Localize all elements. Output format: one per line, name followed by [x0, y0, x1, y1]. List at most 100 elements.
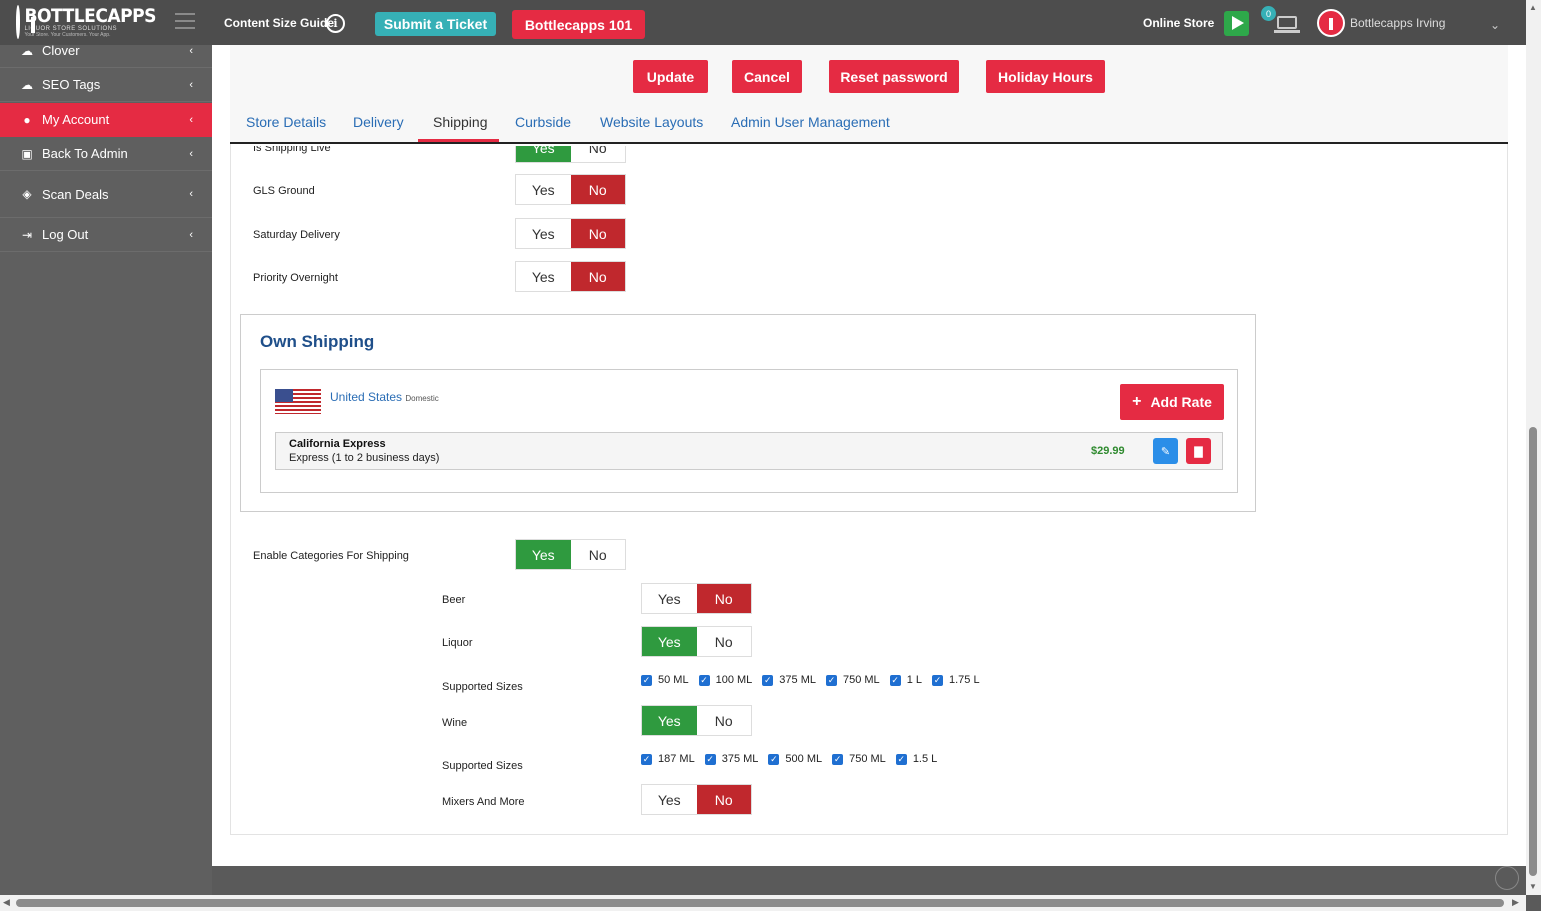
yes-option[interactable]: Yes	[516, 262, 571, 291]
admin-icon: ▣	[21, 146, 33, 161]
vertical-scrollbar[interactable]: ▲ ▼	[1526, 0, 1541, 895]
checkbox-checked-icon[interactable]: ✓	[895, 753, 907, 765]
checkbox-checked-icon[interactable]: ✓	[762, 674, 774, 686]
chevron-down-icon[interactable]: ⌄	[1490, 18, 1501, 32]
size-checkbox[interactable]: ✓ 1 L	[889, 674, 922, 686]
size-checkbox[interactable]: ✓ 1.5 L	[895, 753, 938, 765]
size-checkbox[interactable]: ✓ 187 ML	[641, 753, 695, 765]
priority-overnight-toggle[interactable]: Yes No	[515, 261, 626, 292]
no-option[interactable]: No	[570, 262, 625, 291]
size-checkbox[interactable]: ✓ 100 ML	[698, 674, 753, 686]
tab-delivery[interactable]: Delivery	[353, 114, 404, 130]
content-size-guide[interactable]: Content Size Guide	[224, 16, 335, 30]
yes-option[interactable]: Yes	[516, 219, 571, 248]
notification-icon[interactable]	[1274, 12, 1300, 34]
size-checkbox[interactable]: ✓ 750 ML	[825, 674, 880, 686]
tab-store-details[interactable]: Store Details	[246, 114, 327, 130]
add-rate-button[interactable]: + Add Rate	[1120, 384, 1224, 420]
scrollbar-thumb[interactable]	[1529, 427, 1537, 876]
mixers-toggle[interactable]: Yes No	[641, 784, 752, 815]
enable-categories-toggle[interactable]: Yes No	[515, 539, 626, 570]
sidebar-item-clover[interactable]: ☁ Clover ‹	[0, 34, 212, 68]
checkbox-checked-icon[interactable]: ✓	[641, 753, 652, 765]
size-checkbox[interactable]: ✓ 500 ML	[768, 753, 823, 765]
scroll-right-icon[interactable]: ▶	[1512, 897, 1519, 907]
sidebar-item-back-to-admin[interactable]: ▣ Back To Admin ‹	[0, 137, 212, 171]
yes-option[interactable]: Yes	[642, 785, 697, 814]
yes-option[interactable]: Yes	[642, 627, 697, 656]
liquor-label: Liquor	[442, 637, 473, 649]
sidebar-item-my-account[interactable]: ● My Account ‹	[0, 103, 212, 137]
edit-icon[interactable]: ✎	[1153, 438, 1178, 464]
size-checkbox[interactable]: ✓ 375 ML	[704, 753, 759, 765]
yes-option[interactable]: Yes	[642, 706, 697, 735]
size-checkbox[interactable]: ✓ 375 ML	[762, 674, 816, 686]
own-shipping-title: Own Shipping	[260, 332, 375, 351]
no-option[interactable]: No	[696, 627, 751, 656]
scroll-to-top-icon[interactable]	[1495, 866, 1519, 890]
play-icon[interactable]	[1224, 11, 1249, 36]
info-icon[interactable]: i	[326, 14, 345, 33]
trash-icon[interactable]: ▇	[1186, 438, 1211, 464]
no-option[interactable]: No	[570, 540, 625, 569]
no-option[interactable]: No	[570, 175, 625, 204]
yes-option[interactable]: Yes	[516, 146, 571, 162]
yes-option[interactable]: Yes	[516, 175, 571, 204]
cancel-button[interactable]: Cancel	[732, 60, 802, 93]
no-option[interactable]: No	[696, 706, 751, 735]
user-icon: ●	[23, 112, 31, 127]
reset-password-button[interactable]: Reset password	[829, 60, 959, 93]
checkbox-checked-icon[interactable]: ✓	[641, 674, 652, 686]
gls-ground-toggle[interactable]: Yes No	[515, 174, 626, 205]
sidebar-item-scan-deals[interactable]: ◈ Scan Deals ‹	[0, 171, 212, 218]
bottlecapps-logo[interactable]: BOTTLECAPPS LIQUOR STORE SOLUTIONS Your …	[16, 4, 156, 40]
checkbox-checked-icon[interactable]: ✓	[698, 674, 710, 686]
tab-admin-user-management[interactable]: Admin User Management	[731, 114, 890, 130]
cloud-icon: ☁	[21, 77, 33, 92]
scroll-left-icon[interactable]: ◀	[3, 897, 10, 907]
size-checkbox[interactable]: ✓ 1.75 L	[931, 674, 980, 686]
checkbox-checked-icon[interactable]: ✓	[704, 753, 716, 765]
saturday-delivery-toggle[interactable]: Yes No	[515, 218, 626, 249]
checkbox-checked-icon[interactable]: ✓	[931, 674, 943, 686]
holiday-hours-button[interactable]: Holiday Hours	[986, 60, 1105, 93]
no-option[interactable]: No	[696, 785, 751, 814]
rate-price: $29.99	[1091, 445, 1125, 457]
beer-toggle[interactable]: Yes No	[641, 583, 752, 614]
horizontal-scrollbar[interactable]: ◀ ▶	[0, 895, 1526, 911]
checkbox-checked-icon[interactable]: ✓	[889, 674, 901, 686]
scrollbar-thumb[interactable]	[16, 899, 1504, 907]
chevron-left-icon: ‹	[189, 228, 193, 241]
user-name[interactable]: Bottlecapps Irving	[1350, 16, 1446, 30]
submit-ticket-button[interactable]: Submit a Ticket	[375, 12, 496, 36]
us-flag-icon	[275, 389, 321, 414]
scroll-down-icon[interactable]: ▼	[1529, 882, 1537, 891]
tab-shipping[interactable]: Shipping	[418, 101, 499, 142]
chevron-left-icon: ‹	[189, 78, 193, 91]
yes-option[interactable]: Yes	[642, 584, 697, 613]
saturday-delivery-label: Saturday Delivery	[253, 229, 340, 241]
size-checkbox[interactable]: ✓ 50 ML	[641, 674, 689, 686]
sidebar-item-seo-tags[interactable]: ☁ SEO Tags ‹	[0, 68, 212, 102]
country-name[interactable]: United States	[330, 390, 403, 404]
menu-toggle-icon[interactable]	[175, 13, 195, 29]
yes-option[interactable]: Yes	[516, 540, 571, 569]
size-checkbox[interactable]: ✓ 750 ML	[832, 753, 886, 765]
avatar[interactable]	[1317, 9, 1345, 37]
checkbox-checked-icon[interactable]: ✓	[832, 753, 844, 765]
bottlecapps-101-button[interactable]: Bottlecapps 101	[512, 10, 645, 39]
chevron-left-icon: ‹	[189, 113, 193, 126]
liquor-toggle[interactable]: Yes No	[641, 626, 752, 657]
update-button[interactable]: Update	[633, 60, 708, 93]
tab-website-layouts[interactable]: Website Layouts	[600, 114, 704, 130]
no-option[interactable]: No	[570, 146, 625, 162]
wine-toggle[interactable]: Yes No	[641, 705, 752, 736]
tab-curbside[interactable]: Curbside	[515, 114, 572, 130]
no-option[interactable]: No	[696, 584, 751, 613]
scroll-up-icon[interactable]: ▲	[1529, 3, 1537, 12]
is-shipping-live-toggle[interactable]: Yes No	[515, 146, 626, 163]
checkbox-checked-icon[interactable]: ✓	[825, 674, 837, 686]
sidebar-item-log-out[interactable]: ⇥ Log Out ‹	[0, 218, 212, 252]
checkbox-checked-icon[interactable]: ✓	[768, 753, 780, 765]
no-option[interactable]: No	[570, 219, 625, 248]
